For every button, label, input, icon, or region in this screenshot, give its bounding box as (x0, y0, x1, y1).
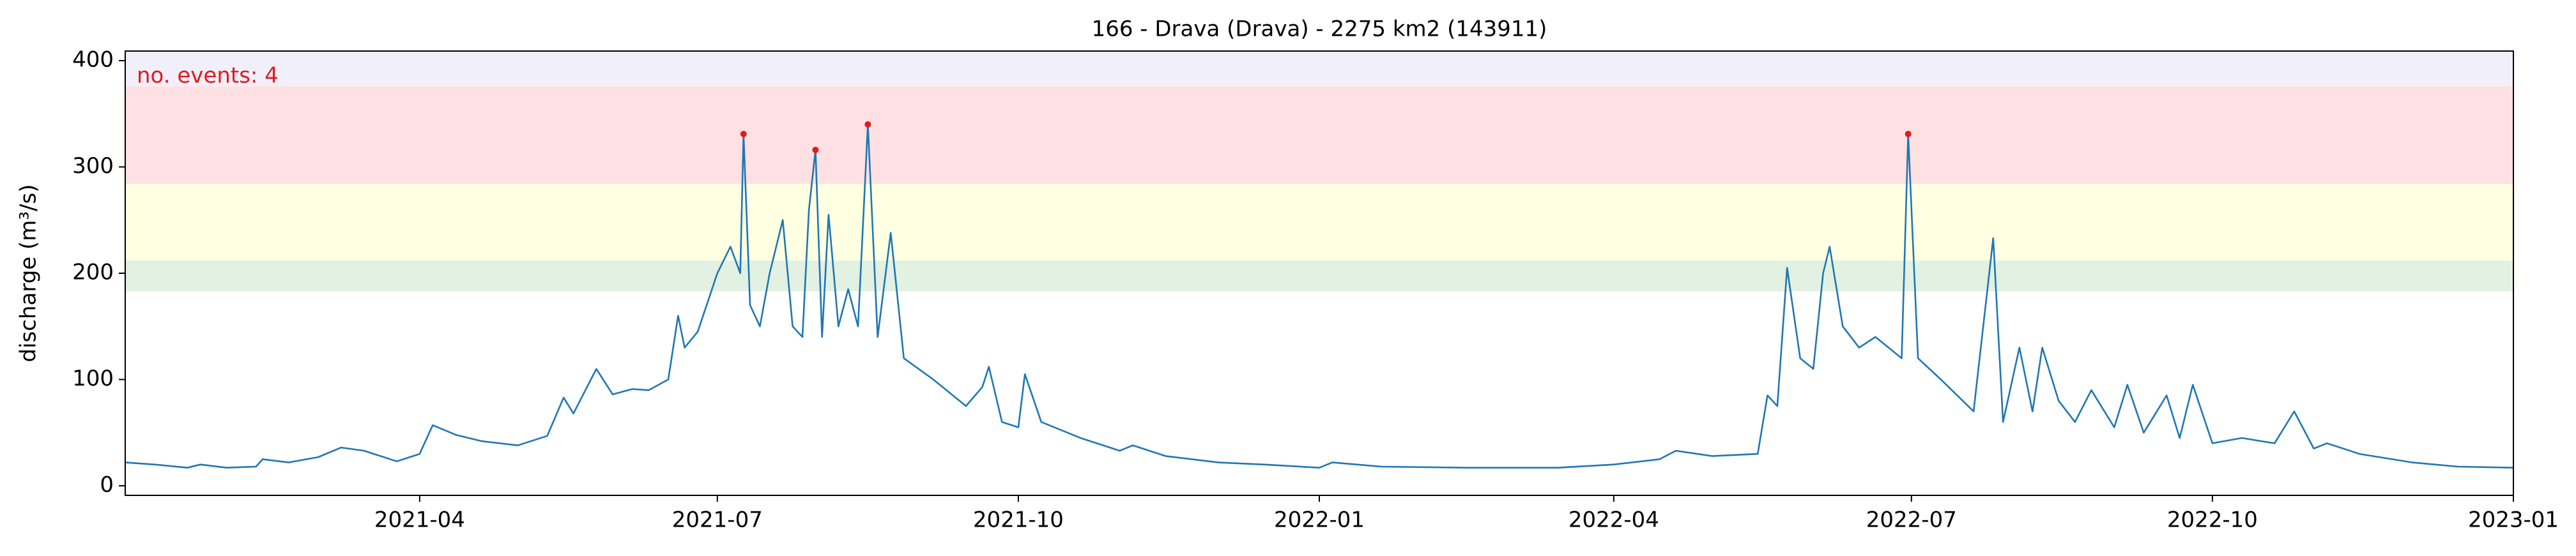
plot-frame (125, 50, 2514, 496)
x-tick-label: 2022-01 (1274, 507, 1365, 533)
x-tick-label: 2022-07 (1866, 507, 1957, 533)
y-tick-label: 300 (72, 153, 114, 179)
x-tick-label: 2022-10 (2167, 507, 2258, 533)
threshold-band (125, 260, 2513, 292)
x-tick-label: 2021-07 (672, 507, 763, 533)
x-tick-label: 2022-04 (1568, 507, 1659, 533)
x-tick-label: 2021-04 (374, 507, 465, 533)
y-axis-label: discharge (m³/s) (16, 184, 42, 363)
x-tick-label: 2023-01 (2468, 507, 2559, 533)
event-marker (864, 121, 871, 128)
discharge-line (125, 123, 2514, 469)
event-marker (812, 146, 819, 153)
y-tick-label: 0 (100, 472, 114, 498)
threshold-band (125, 184, 2513, 261)
x-tick-label: 2021-10 (973, 507, 1064, 533)
annotation: no. events: 4 (137, 63, 279, 89)
event-marker (740, 130, 747, 137)
y-tick-label: 200 (72, 260, 114, 285)
threshold-band (125, 51, 2513, 86)
threshold-band (125, 86, 2513, 184)
chart-title: 166 - Drava (Drava) - 2275 km2 (143911) (1092, 17, 1547, 42)
y-tick-label: 400 (72, 47, 114, 72)
event-marker (1905, 130, 1912, 137)
y-tick-label: 100 (72, 366, 114, 391)
